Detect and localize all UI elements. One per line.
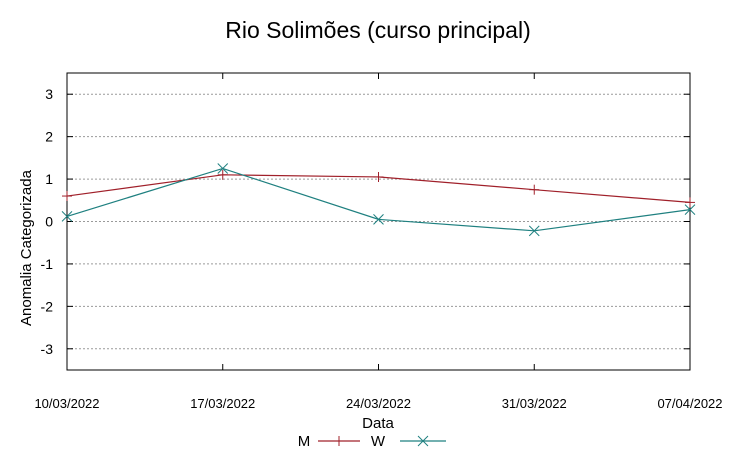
legend-label-W: W [371,433,386,450]
x-tick-label: 10/03/2022 [34,396,99,411]
y-tick-label: -2 [41,298,54,314]
series-group [61,163,696,237]
legend-marker-M [334,436,344,446]
legend-marker-W [417,435,429,447]
x-axis-ticks: 10/03/2022 17/03/2022 24/03/2022 31/03/2022… [34,73,723,411]
data-point-W [217,163,229,174]
y-axis-label: Anomalia Categorizada [18,169,35,326]
x-axis-label: Data [362,415,394,432]
x-tick-label: 17/03/2022 [190,396,255,411]
data-point-M [529,184,540,195]
data-point-W [684,204,696,215]
y-tick-label: 0 [45,214,53,230]
data-point-M [373,171,384,182]
data-point-M [62,191,72,202]
y-tick-label: -3 [41,341,54,357]
data-point-M [217,169,228,180]
data-point-W [528,225,540,237]
gridlines [67,93,690,350]
y-tick-label: 1 [45,171,53,187]
x-tick-label: 24/03/2022 [346,396,411,411]
legend-label-M: M [298,433,311,450]
data-point-W [61,211,73,222]
y-tick-label: 2 [45,129,53,145]
chart-title: Rio Solimões (curso principal) [225,17,531,43]
data-point-W [373,214,384,225]
y-axis-ticks: 3 2 1 0 -1 -2 -3 [41,86,690,357]
x-tick-label: 07/04/2022 [657,396,722,411]
y-tick-label: -1 [41,256,54,272]
data-point-M [685,197,695,208]
x-tick-label: 31/03/2022 [502,396,567,411]
y-tick-label: 3 [45,86,53,102]
